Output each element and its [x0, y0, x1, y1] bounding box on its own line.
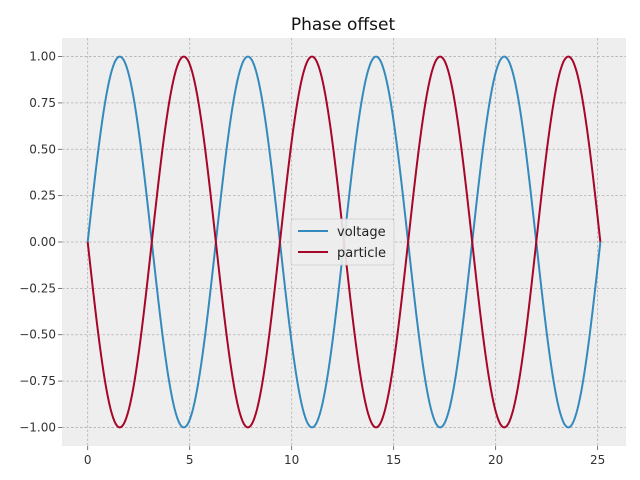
x-tick-label: 0 [84, 453, 92, 467]
x-tick-label: 5 [186, 453, 194, 467]
legend-label-voltage: voltage [337, 225, 386, 240]
y-tick-label: 0.50 [29, 142, 56, 156]
chart-title: Phase offset [291, 15, 396, 35]
x-tick-label: 20 [488, 453, 503, 467]
y-axis: 1.00 0.75 0.50 0.25 0.00 −0.25 −0.50 −0.75 −1.00 [19, 50, 62, 434]
legend: voltage particle [290, 218, 395, 266]
y-tick-label: −1.00 [19, 420, 56, 434]
y-tick-label: 0.25 [29, 189, 56, 203]
y-tick-label: −0.75 [19, 374, 56, 388]
y-tick-label: −0.50 [19, 328, 56, 342]
y-tick-label: 1.00 [29, 50, 56, 64]
x-axis: 0 5 10 15 20 25 [84, 446, 605, 467]
legend-label-particle: particle [337, 246, 386, 261]
y-tick-label: 0.00 [29, 235, 56, 249]
x-tick-label: 15 [386, 453, 401, 467]
y-tick-label: −0.25 [19, 281, 56, 295]
x-tick-label: 10 [284, 453, 299, 467]
y-tick-label: 0.75 [29, 96, 56, 110]
x-tick-label: 25 [590, 453, 605, 467]
